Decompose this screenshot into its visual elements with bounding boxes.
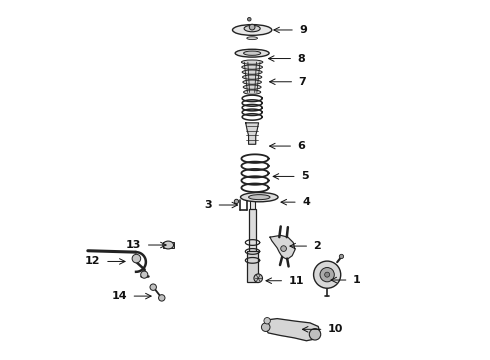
Circle shape	[281, 246, 287, 251]
Ellipse shape	[163, 241, 173, 249]
Text: 5: 5	[301, 171, 309, 181]
Text: 9: 9	[299, 25, 307, 35]
Circle shape	[264, 318, 270, 324]
Ellipse shape	[244, 90, 261, 94]
Polygon shape	[245, 123, 259, 144]
Circle shape	[249, 24, 255, 30]
Text: 11: 11	[289, 276, 304, 286]
Circle shape	[234, 199, 239, 203]
Polygon shape	[265, 319, 320, 341]
Circle shape	[320, 267, 334, 282]
Ellipse shape	[243, 75, 262, 79]
Bar	[249, 193, 255, 210]
Circle shape	[254, 274, 263, 283]
Bar	[163, 242, 173, 248]
Bar	[247, 251, 258, 282]
Circle shape	[141, 271, 148, 278]
Circle shape	[339, 254, 343, 258]
Text: 6: 6	[297, 141, 305, 151]
Ellipse shape	[242, 70, 262, 74]
Text: 12: 12	[85, 256, 100, 266]
Ellipse shape	[243, 80, 262, 84]
Ellipse shape	[232, 24, 272, 35]
Text: 4: 4	[302, 197, 310, 207]
Text: 1: 1	[353, 275, 361, 285]
Text: 14: 14	[112, 291, 127, 301]
Ellipse shape	[248, 195, 270, 200]
Circle shape	[247, 18, 251, 21]
Text: 8: 8	[297, 54, 305, 64]
Polygon shape	[270, 235, 295, 259]
Ellipse shape	[241, 193, 278, 202]
Circle shape	[132, 254, 141, 263]
Ellipse shape	[235, 49, 269, 57]
Text: 13: 13	[126, 240, 142, 250]
Circle shape	[325, 272, 330, 277]
Circle shape	[314, 261, 341, 288]
Circle shape	[309, 329, 321, 340]
Bar	[248, 208, 256, 255]
Text: 10: 10	[328, 324, 343, 334]
Text: 3: 3	[204, 200, 212, 210]
Ellipse shape	[243, 85, 261, 89]
Ellipse shape	[244, 51, 261, 55]
Ellipse shape	[242, 60, 263, 64]
Text: 7: 7	[298, 77, 306, 87]
Ellipse shape	[247, 37, 258, 40]
Circle shape	[159, 295, 165, 301]
Ellipse shape	[244, 25, 260, 32]
Circle shape	[150, 284, 156, 291]
Circle shape	[262, 323, 270, 332]
Text: 2: 2	[314, 241, 321, 251]
Ellipse shape	[242, 65, 263, 69]
